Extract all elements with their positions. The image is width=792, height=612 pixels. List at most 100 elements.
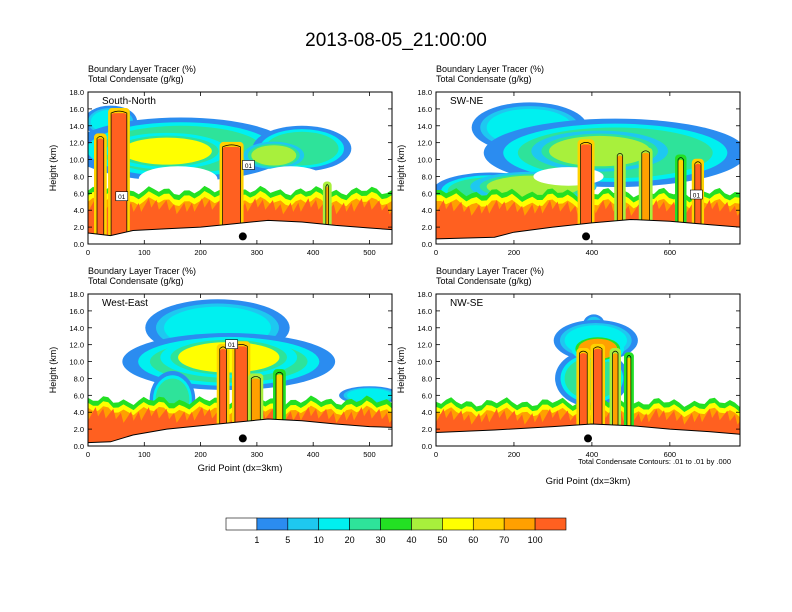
x-tick-label: 300 [251,248,264,257]
y-axis-label: Height (km) [48,145,58,192]
condensate-contour [616,152,624,244]
y-tick-label: 2.0 [422,425,432,434]
colorbar-box [503,517,536,531]
plume [222,146,241,244]
y-tick-label: 8.0 [422,172,432,181]
x-tick-label: 500 [363,248,376,257]
plume [612,353,619,446]
colorbar-label: 100 [528,535,543,545]
y-tick-label: 4.0 [422,206,432,215]
y-tick-label: 18.0 [417,290,432,299]
colorbar-box [287,517,320,531]
contour-label-box [225,339,238,349]
y-tick-label: 2.0 [422,223,432,232]
contour-label: Total Condensate (g/kg) [88,74,184,84]
y-tick-label: 2.0 [74,223,84,232]
x-tick-label: 300 [251,450,264,459]
cloud-blob [346,388,392,403]
condensate-contour [580,142,592,244]
plot-frame [87,91,393,245]
colorbar-box [380,517,412,531]
y-tick-label: 14.0 [69,122,84,131]
panel-name: NW-SE [450,298,483,309]
x-tick-label: 400 [586,248,599,257]
colorbar-box [318,517,350,531]
colorbar-label: 30 [376,535,386,545]
contour-label: Total Condensate (g/kg) [436,276,532,286]
terrain-outline [88,418,392,444]
plot-area [88,92,392,244]
y-axis-label: Height (km) [396,145,406,192]
condensate-contour [626,354,632,446]
colorbar-label: 5 [285,535,290,545]
plot-area [436,294,740,446]
colorbar-box [534,517,567,531]
x-tick-label: 400 [307,248,320,257]
location-marker [584,434,592,443]
y-tick-label: 16.0 [69,105,84,114]
colorbar-box [256,517,289,531]
plume [579,353,588,446]
colorbar-box [225,517,258,531]
y-tick-label: 10.0 [69,358,84,367]
y-tick-label: 6.0 [422,189,432,198]
colorbar-box [472,517,505,531]
y-tick-label: 8.0 [74,172,84,181]
y-tick-label: 14.0 [69,324,84,333]
plume [97,138,104,244]
y-tick-label: 14.0 [417,324,432,333]
condensate-contour [325,184,330,244]
y-tick-label: 0.0 [74,442,84,451]
y-tick-label: 0.0 [74,240,84,249]
x-tick-label: 0 [434,248,438,257]
contour-label-box [690,189,703,200]
terrain [88,220,392,244]
terrain [88,419,392,446]
x-tick-label: 0 [434,450,438,459]
panel-name: SW-NE [450,96,483,107]
plot-frame [435,91,741,245]
field-label: Boundary Layer Tracer (%) [436,266,544,276]
y-tick-label: 2.0 [74,425,84,434]
y-tick-label: 4.0 [74,408,84,417]
y-tick-label: 18.0 [69,290,84,299]
panel-nw-se: Boundary Layer Tracer (%)Total Condensat… [396,266,741,487]
x-tick-label: 400 [586,450,599,459]
condensate-contour [694,161,702,244]
contour-label-text: 01 [245,163,253,170]
x-axis-label: Grid Point (dx=3km) [546,476,631,487]
contour-label-text: 01 [118,194,126,201]
y-tick-label: 16.0 [417,105,432,114]
location-marker [238,232,247,241]
condensate-contour [677,157,684,244]
colorbar-label: 70 [499,535,509,545]
location-marker [238,434,247,443]
condensate-contour [275,371,284,446]
y-tick-label: 4.0 [422,408,432,417]
panel-west-east: Boundary Layer Tracer (%)Total Condensat… [48,266,393,474]
x-tick-label: 500 [363,450,376,459]
y-tick-label: 12.0 [69,139,84,148]
contour-label: Total Condensate (g/kg) [436,74,532,84]
plot-area [88,294,392,446]
colorbar-label: 1 [254,535,259,545]
terrain [436,219,740,244]
colorbar-label: 20 [345,535,355,545]
contour-note: Total Condensate Contours: .01 to .01 by… [578,457,732,466]
x-tick-label: 400 [307,450,320,459]
condensate-contour [110,110,128,244]
plot-frame [87,293,393,447]
y-tick-label: 16.0 [417,307,432,316]
condensate-contour [96,136,105,244]
colorbar-box [442,517,474,531]
y-tick-label: 10.0 [417,358,432,367]
contour-label: Total Condensate (g/kg) [88,276,184,286]
x-tick-label: 100 [138,450,151,459]
condensate-contour [593,346,603,446]
x-tick-label: 200 [194,450,207,459]
plot-area [436,92,740,244]
condensate-contour [641,150,650,244]
panel-name: South-North [102,96,156,107]
field-label: Boundary Layer Tracer (%) [88,266,196,276]
plume [219,348,227,446]
